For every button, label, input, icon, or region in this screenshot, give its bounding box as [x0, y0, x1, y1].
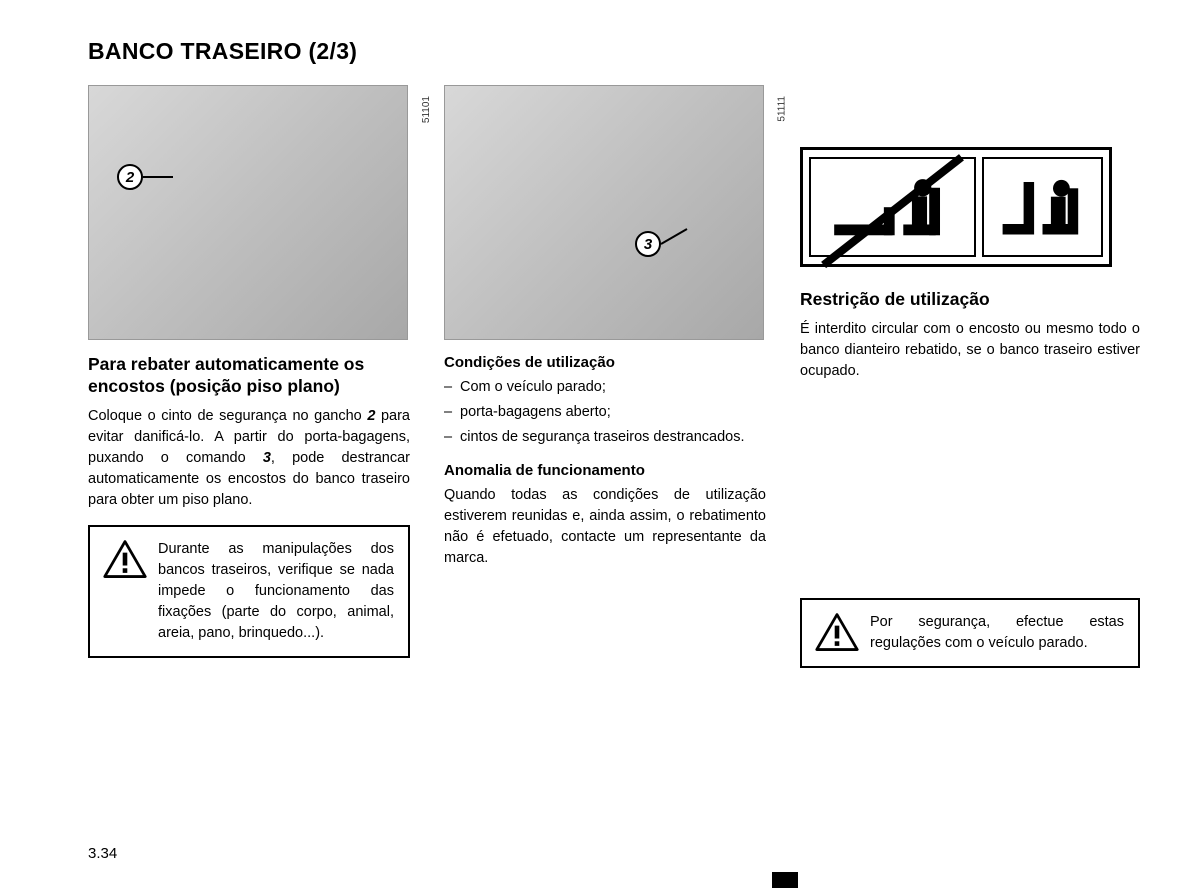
- warning-triangle-icon: [814, 612, 860, 654]
- page-title: BANCO TRASEIRO (2/3): [88, 38, 1140, 65]
- anomaly-body: Quando todas as condições de utilização …: [444, 485, 766, 569]
- picto-allowed: [982, 157, 1103, 257]
- photo-id-label: 51111: [777, 96, 788, 122]
- picto-prohibited: [809, 157, 976, 257]
- restriction-pictogram: [800, 147, 1112, 267]
- column-right: Restrição de utilização É interdito circ…: [800, 85, 1140, 668]
- col1-body: Coloque o cinto de segurança no gancho 2…: [88, 406, 410, 511]
- warning-text-1: Durante as manipulações dos bancos trase…: [158, 539, 394, 644]
- col3-body: É interdito circular com o encosto ou me…: [800, 319, 1140, 382]
- warning-triangle-icon: [102, 539, 148, 581]
- callout-line: [661, 228, 688, 245]
- anomaly-heading: Anomalia de funcionamento: [444, 462, 766, 479]
- column-layout: 51101 2 Para rebater automaticamente os …: [88, 85, 1140, 668]
- list-item: cintos de segurança traseiros destrancad…: [444, 427, 766, 448]
- column-middle: 51111 3 Condições de utilização Com o ve…: [444, 85, 766, 668]
- manual-page: BANCO TRASEIRO (2/3) 51101 2 Para rebate…: [0, 0, 1200, 888]
- warning-box-1: Durante as manipulações dos bancos trase…: [88, 525, 410, 658]
- callout-bubble: 3: [635, 231, 661, 257]
- spacer: [800, 394, 1140, 584]
- column-left: 51101 2 Para rebater automaticamente os …: [88, 85, 410, 668]
- photo-id-label: 51101: [421, 96, 432, 123]
- list-item: Com o veículo parado;: [444, 377, 766, 398]
- callout-line: [143, 176, 173, 178]
- photo-rear-seat: 51101 2: [88, 85, 408, 340]
- photo-boot: 51111 3: [444, 85, 764, 340]
- col1-heading: Para rebater automaticamente os encostos…: [88, 354, 410, 398]
- page-number: 3.34: [88, 845, 117, 862]
- callout-bubble: 2: [117, 164, 143, 190]
- list-item: porta-bagagens aberto;: [444, 402, 766, 423]
- edge-tab: [772, 872, 798, 888]
- col3-heading: Restrição de utilização: [800, 289, 1140, 311]
- warning-box-2: Por segurança, efectue estas regulações …: [800, 598, 1140, 668]
- conditions-list: Com o veículo parado; porta-bagagens abe…: [444, 377, 766, 448]
- seat-upright-icon: [990, 164, 1095, 250]
- conditions-heading: Condições de utilização: [444, 354, 766, 371]
- callout-2: 2: [117, 164, 173, 190]
- warning-text-2: Por segurança, efectue estas regulações …: [870, 612, 1124, 654]
- callout-3: 3: [635, 231, 691, 257]
